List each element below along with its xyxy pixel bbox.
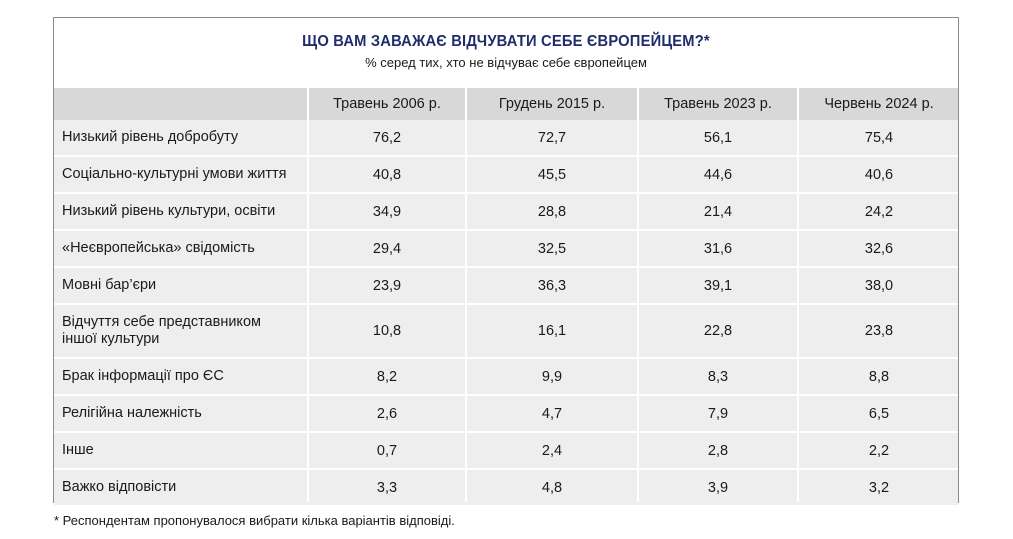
table-cell: 44,6 [703, 166, 733, 183]
table-cell: 10,8 [372, 323, 402, 339]
row-label: Інше [62, 442, 94, 458]
table-row: Соціально-культурні умови життя 40,8 45,5 4… [54, 157, 958, 194]
table-cell: 3,3 [376, 479, 398, 496]
row-label: Відчуття себе представником іншої культу… [62, 314, 261, 347]
row-label: Релігійна належність [62, 405, 202, 421]
table-cell: 4,8 [541, 479, 563, 496]
table-cell: 6,5 [868, 405, 890, 422]
table-cell: 3,9 [707, 479, 729, 496]
table-cell: 45,5 [537, 166, 567, 183]
table-cell: 9,9 [541, 368, 563, 385]
table-cell: 16,1 [537, 323, 567, 339]
table-row: Низький рівень добробуту 76,2 72,7 56,1 75,4 [54, 120, 958, 157]
table-row: Інше 0,7 2,4 2,8 2,2 [54, 433, 958, 470]
table-cell: 22,8 [703, 323, 733, 339]
survey-table: ЩО ВАМ ЗАВАЖАЄ ВІДЧУВАТИ СЕБЕ ЄВРОПЕЙЦЕМ… [53, 17, 959, 507]
table-cell: 31,6 [703, 240, 733, 257]
column-divider [797, 88, 799, 502]
table-cell: 29,4 [372, 240, 402, 257]
table-subtitle: % серед тих, хто не відчуває себе європе… [365, 55, 647, 70]
table-cell: 24,2 [864, 203, 894, 220]
header-cell-2024: Червень 2024 р. [824, 96, 934, 112]
table-cell: 23,9 [372, 277, 402, 294]
row-label: Низький рівень добробуту [62, 129, 239, 145]
table-cell: 2,2 [868, 442, 890, 459]
header-cell-2015: Грудень 2015 р. [498, 96, 606, 112]
table-cell: 39,1 [703, 277, 733, 294]
table-cell: 2,8 [707, 442, 729, 459]
table-cell: 0,7 [376, 442, 398, 459]
header-cell-2006: Травень 2006 р. [333, 96, 441, 112]
table-cell: 21,4 [703, 203, 733, 220]
table-cell: 2,4 [541, 442, 563, 459]
table-cell: 56,1 [703, 129, 733, 146]
header-cell-label [54, 88, 307, 120]
row-label: Низький рівень культури, освіти [62, 203, 276, 219]
table-body: Низький рівень добробуту 76,2 72,7 56,1 75,4… [54, 120, 958, 507]
table-row: Важко відповісти 3,3 4,8 3,9 3,2 [54, 470, 958, 507]
table-cell: 7,9 [707, 405, 729, 422]
table-row: Мовні бар’єри 23,9 36,3 39,1 38,0 [54, 268, 958, 305]
table-cell: 8,8 [868, 368, 890, 385]
row-label: Важко відповісти [62, 479, 177, 495]
table-row: Низький рівень культури, освіти 34,9 28,8 2… [54, 194, 958, 231]
row-label: Брак інформації про ЄС [62, 368, 224, 384]
row-label: Соціально-культурні умови життя [62, 166, 287, 182]
header-cell-2023: Травень 2023 р. [664, 96, 772, 112]
table-row: Відчуття себе представником іншої культу… [54, 305, 958, 359]
table-cell: 32,5 [537, 240, 567, 257]
table-cell: 8,3 [707, 368, 729, 385]
table-cell: 38,0 [864, 277, 894, 294]
table-cell: 40,6 [864, 166, 894, 183]
table-cell: 76,2 [372, 129, 402, 146]
table-cell: 75,4 [864, 129, 894, 146]
table-cell: 23,8 [864, 323, 894, 339]
table-cell: 32,6 [864, 240, 894, 257]
table-row: Брак інформації про ЄС 8,2 9,9 8,3 8,8 [54, 359, 958, 396]
table-cell: 28,8 [537, 203, 567, 220]
row-label: Мовні бар’єри [62, 277, 157, 293]
table-cell: 3,2 [868, 479, 890, 496]
footnote: * Респондентам пропонувалося вибрати кіл… [54, 513, 455, 528]
table-cell: 34,9 [372, 203, 402, 220]
table-title: ЩО ВАМ ЗАВАЖАЄ ВІДЧУВАТИ СЕБЕ ЄВРОПЕЙЦЕМ… [302, 33, 710, 50]
table-row: Релігійна належність 2,6 4,7 7,9 6,5 [54, 396, 958, 433]
table-cell: 72,7 [537, 129, 567, 146]
table-cell: 2,6 [376, 405, 398, 422]
table-cell: 8,2 [376, 368, 398, 385]
table-header-row: Травень 2006 р. Грудень 2015 р. Травень … [54, 88, 958, 121]
table-cell: 36,3 [537, 277, 567, 294]
row-label: «Неєвропейська» свідомість [62, 240, 255, 256]
table-cell: 40,8 [372, 166, 402, 183]
column-divider [307, 88, 309, 502]
column-divider [637, 88, 639, 502]
table-cell: 4,7 [541, 405, 563, 422]
table-row: «Неєвропейська» свідомість 29,4 32,5 31,6 32… [54, 231, 958, 268]
column-divider [465, 88, 467, 502]
